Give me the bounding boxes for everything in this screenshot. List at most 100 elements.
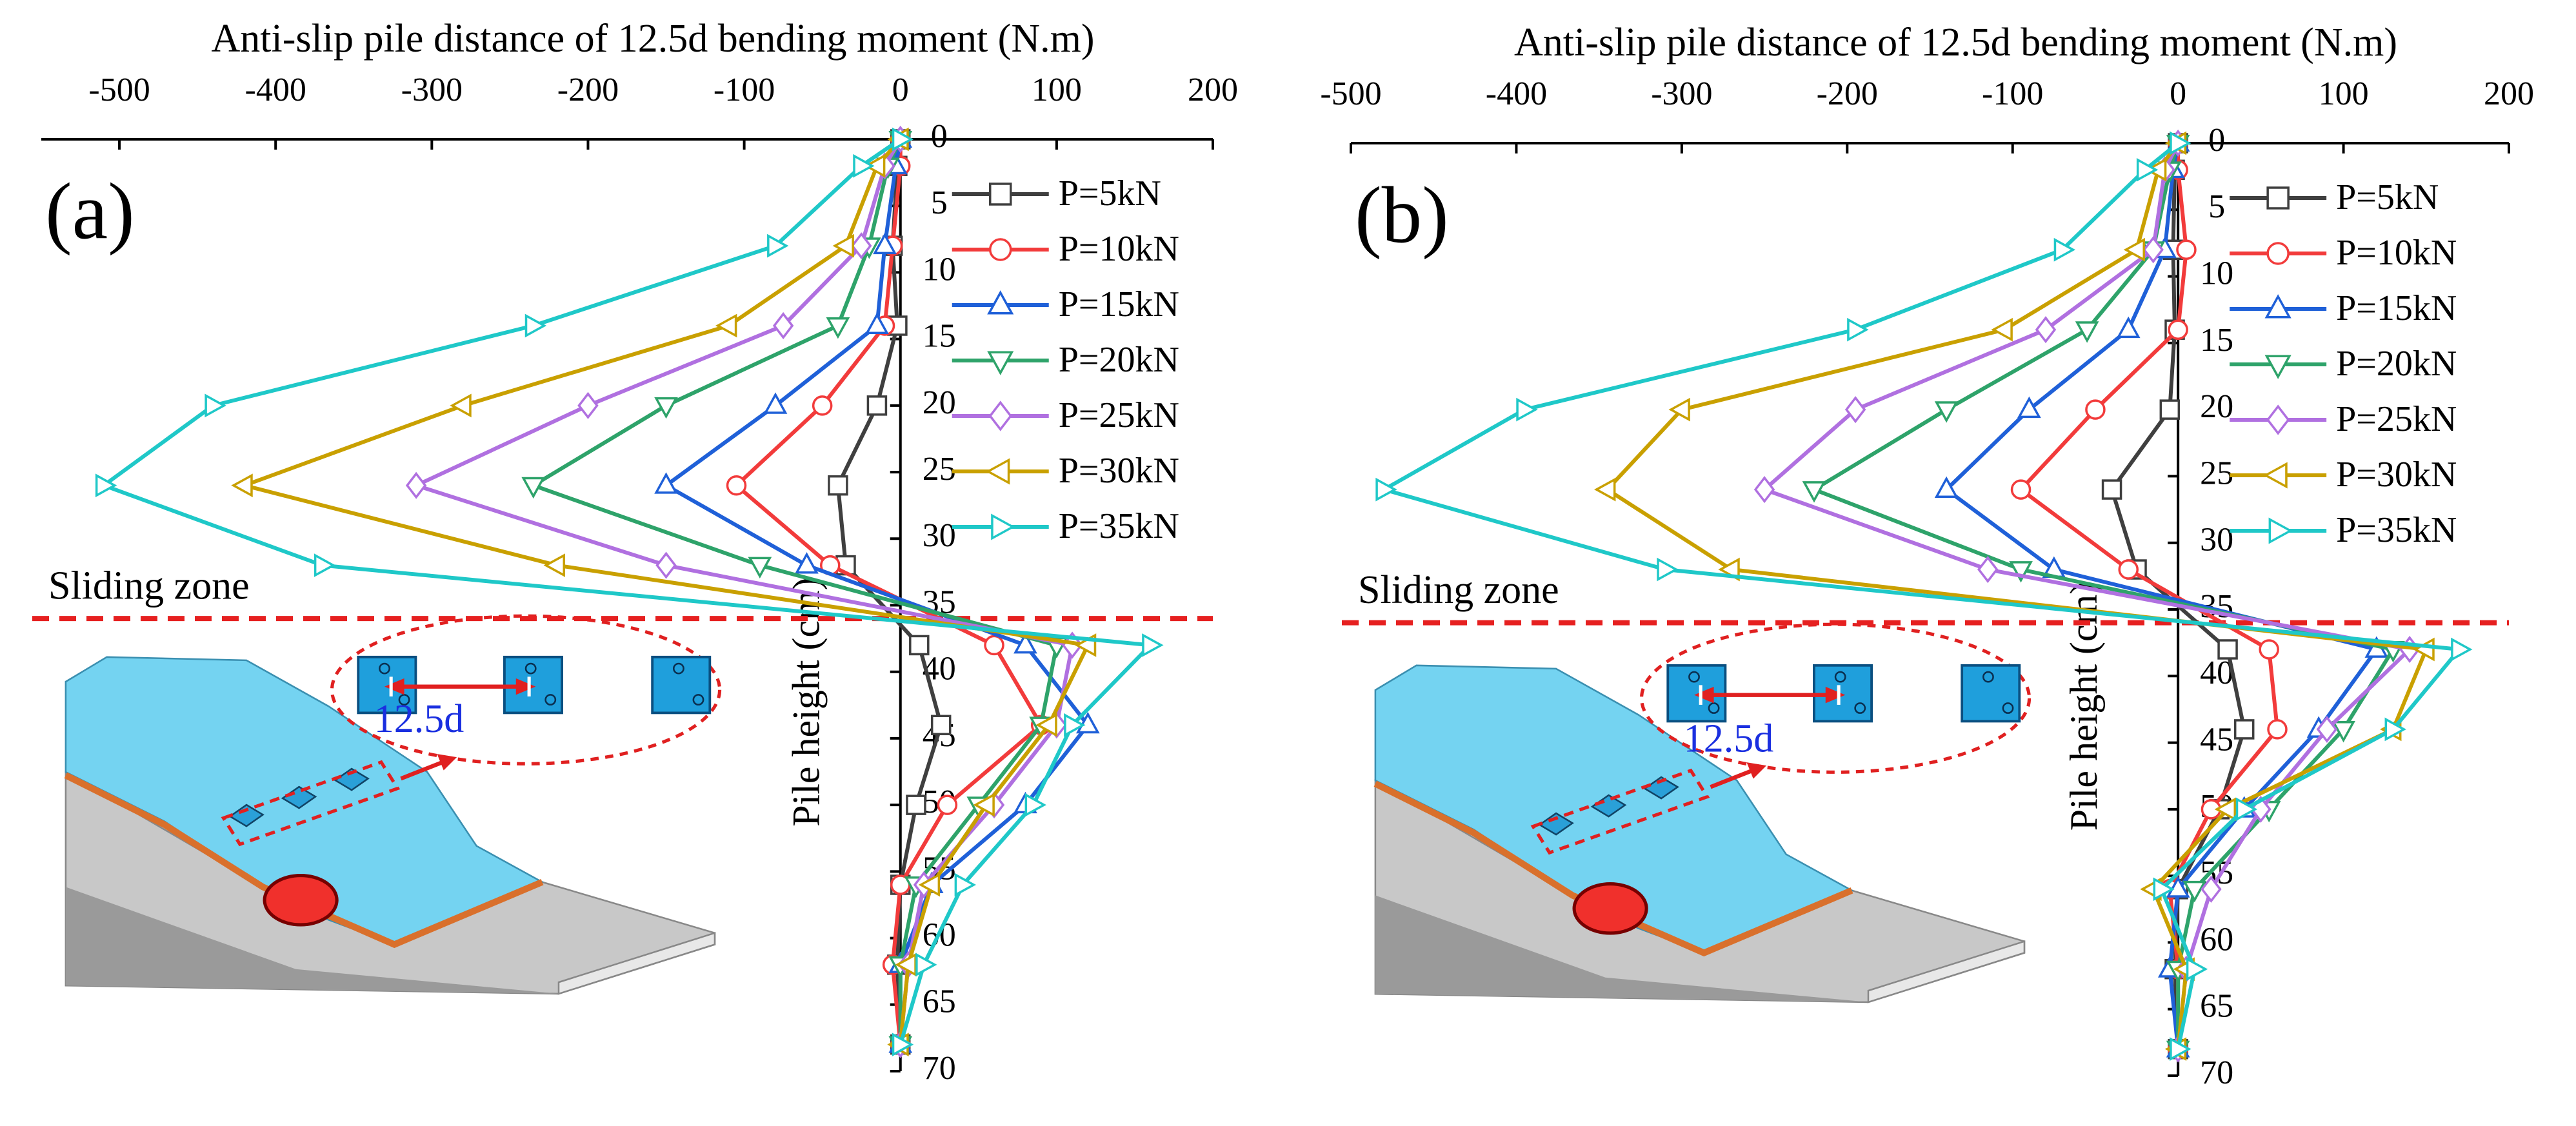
- marker: [2217, 639, 2238, 660]
- y-tick-label: 25: [2200, 455, 2233, 491]
- y-tick-label: 70: [2200, 1054, 2233, 1091]
- y-axis-label: Pile height (cm): [2062, 582, 2105, 831]
- panel-label: (a): [45, 168, 135, 257]
- x-tick-label: 200: [1188, 72, 1238, 108]
- marker: [748, 557, 772, 579]
- x-tick-label: -100: [714, 72, 775, 108]
- legend-marker: [2266, 242, 2290, 265]
- y-tick-label: 10: [923, 251, 956, 288]
- y-tick-label: 65: [923, 983, 956, 1020]
- marker: [726, 475, 747, 496]
- x-tick-label: -500: [88, 72, 150, 108]
- x-tick-label: -500: [1320, 75, 1381, 112]
- marker: [2017, 396, 2041, 419]
- marker: [2182, 880, 2207, 903]
- chart-title: Anti-slip pile distance of 12.5d bending…: [1514, 21, 2397, 64]
- legend-label: P=10kN: [1059, 229, 1179, 269]
- legend-marker: [2264, 294, 2291, 319]
- marker: [1035, 713, 1057, 737]
- marker: [984, 635, 1004, 656]
- marker: [2170, 1037, 2192, 1062]
- zone-label: Sliding zone: [1358, 568, 1559, 612]
- panel-label: (b): [1355, 172, 1449, 261]
- y-tick-label: 45: [2200, 722, 2233, 758]
- x-tick-label: -100: [1982, 75, 2043, 112]
- marker: [2142, 236, 2164, 264]
- marker: [973, 793, 995, 817]
- marker: [405, 471, 427, 499]
- marker: [1934, 476, 1959, 499]
- x-tick-label: -400: [245, 72, 306, 108]
- marker: [2259, 639, 2279, 660]
- series-line: [734, 139, 1043, 1045]
- x-tick-label: 100: [2319, 75, 2369, 112]
- x-tick-label: -200: [1817, 75, 1878, 112]
- marker: [1668, 397, 1690, 422]
- chart-title: Anti-slip pile distance of 12.5d bending…: [212, 17, 1095, 61]
- y-tick-label: 0: [931, 118, 948, 155]
- marker: [2176, 239, 2197, 261]
- marker: [763, 392, 788, 414]
- legend-marker: [987, 351, 1014, 375]
- marker: [772, 311, 794, 340]
- marker: [915, 953, 937, 977]
- marker: [524, 313, 547, 338]
- y-tick-label: 0: [2208, 122, 2225, 159]
- marker: [2053, 237, 2076, 262]
- legend-marker: [2264, 355, 2291, 379]
- marker: [2170, 131, 2192, 155]
- y-tick-label: 15: [2200, 322, 2233, 359]
- y-tick-label: 60: [2200, 921, 2233, 958]
- marker: [832, 233, 854, 258]
- marker: [231, 473, 253, 498]
- y-tick-label: 20: [2200, 388, 2233, 425]
- legend-marker: [985, 458, 1010, 485]
- marker: [1802, 481, 1826, 503]
- marker: [866, 395, 888, 416]
- marker: [954, 873, 977, 897]
- marker: [892, 127, 914, 152]
- marker: [2451, 637, 2473, 662]
- marker: [2384, 717, 2406, 742]
- marker: [2085, 399, 2106, 420]
- legend-label: P=35kN: [1059, 506, 1179, 546]
- marker: [1142, 633, 1164, 657]
- marker: [2159, 399, 2181, 420]
- marker: [1594, 477, 1616, 502]
- marker: [521, 477, 546, 499]
- y-tick-label: 15: [923, 318, 956, 355]
- marker: [2101, 479, 2122, 500]
- marker: [812, 395, 833, 416]
- marker: [2153, 877, 2175, 902]
- y-tick-label: 70: [923, 1050, 956, 1087]
- marker: [2118, 559, 2139, 580]
- x-tick-label: -200: [557, 72, 619, 108]
- y-tick-label: 30: [2200, 522, 2233, 558]
- marker: [895, 953, 917, 977]
- marker: [205, 393, 226, 418]
- x-tick-label: 0: [892, 72, 909, 108]
- legend-marker: [987, 290, 1014, 315]
- marker: [2123, 237, 2145, 262]
- legend-marker: [2266, 186, 2290, 210]
- marker: [314, 553, 336, 577]
- marker: [1847, 317, 1869, 342]
- marker: [450, 393, 472, 418]
- legend-marker: [2266, 404, 2290, 435]
- marker: [1753, 476, 1775, 504]
- marker: [826, 317, 850, 339]
- marker: [2235, 797, 2258, 822]
- legend-label: P=25kN: [2336, 399, 2457, 439]
- marker: [937, 795, 958, 815]
- y-tick-label: 25: [923, 451, 956, 488]
- marker: [1024, 793, 1046, 817]
- legend-label: P=30kN: [2336, 455, 2457, 495]
- marker: [95, 473, 117, 498]
- marker: [2035, 316, 2057, 344]
- y-tick-label: 20: [923, 384, 956, 421]
- marker: [2331, 720, 2355, 743]
- legend-label: P=15kN: [2336, 288, 2457, 328]
- marker: [865, 312, 889, 334]
- legend-marker: [2263, 462, 2288, 489]
- marker: [2233, 719, 2255, 740]
